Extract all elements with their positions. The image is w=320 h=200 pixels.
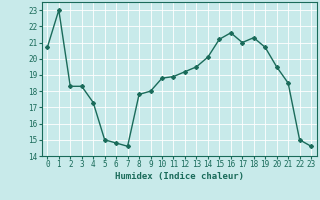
X-axis label: Humidex (Indice chaleur): Humidex (Indice chaleur)	[115, 172, 244, 181]
